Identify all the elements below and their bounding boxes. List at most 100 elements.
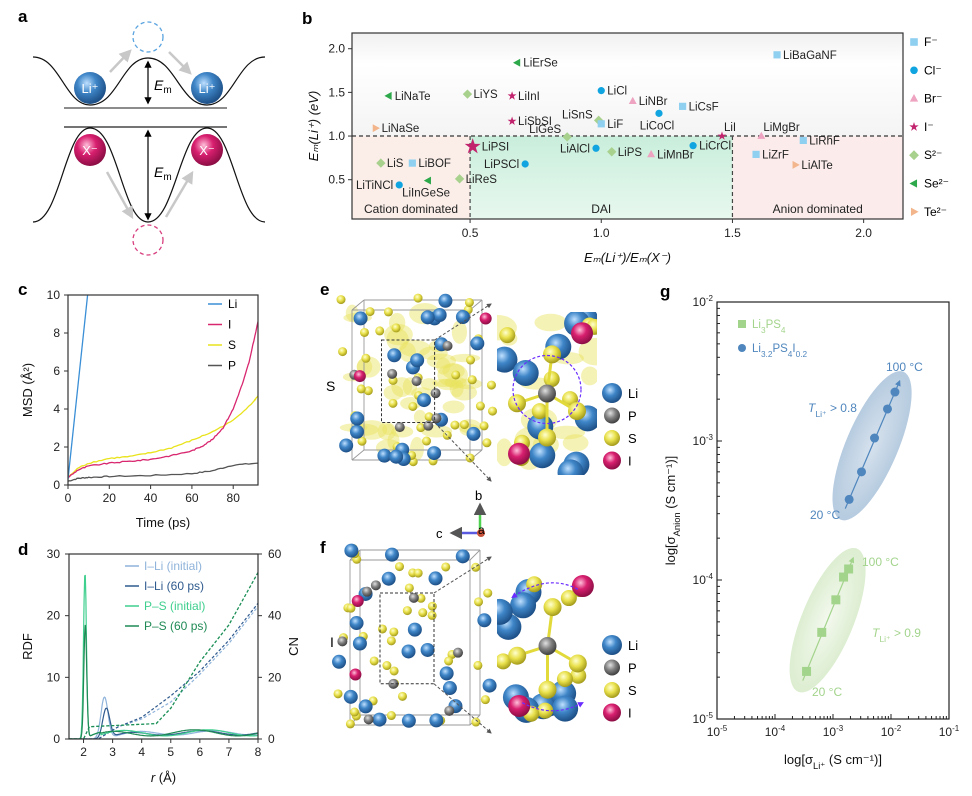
sulfur-atom: [543, 345, 561, 364]
crystal-axes-triad: b c a: [436, 488, 487, 541]
y-tick-label: 2.0: [328, 42, 345, 56]
sulfur-atom: [427, 610, 437, 620]
y-tick-label: 1.0: [328, 129, 345, 143]
phosphorus-atom: [370, 580, 381, 591]
point-label: LiBOF: [418, 158, 451, 170]
y-tick-label: 1.5: [328, 85, 345, 99]
data-point-linase: LiNaSe: [372, 123, 420, 135]
hop-arrow-3: [105, 171, 134, 220]
point-label: LiAlTe: [801, 160, 832, 172]
phosphorus-atom: [363, 714, 374, 725]
zoomed-inset: [497, 312, 597, 475]
point-label: LiPS: [618, 147, 643, 159]
sulfur-atom: [361, 353, 371, 363]
legend-atom-i: [603, 703, 621, 722]
data-point-lipscl: LiPSCl: [484, 159, 529, 171]
lithium-atom: [428, 571, 443, 586]
data-point-licrcl: LiCrCl: [689, 141, 731, 153]
lithium-atom: [552, 695, 579, 722]
y-tick-label: 0: [53, 478, 60, 492]
point-label: LiCsF: [689, 101, 719, 113]
sulfur-atom: [538, 428, 556, 447]
isosurface-cloud: [382, 423, 395, 435]
marker-star: [464, 138, 481, 154]
point-label: LiPSI: [482, 142, 510, 154]
x-tick-label: 10-3: [823, 724, 844, 739]
annotation-transference: TLi⁺ > 0.8: [808, 401, 857, 419]
sulfur-atom: [388, 398, 398, 408]
data-point-litincl: LiTiNCl: [356, 180, 403, 192]
legend-atom-p: [604, 407, 620, 424]
legend-label: P–S (initial): [144, 599, 205, 613]
sulfur-atom: [441, 562, 451, 572]
axis-a-dot: [477, 529, 485, 537]
sulfur-atom: [394, 562, 404, 572]
marker-circle: [655, 109, 663, 117]
region-1: [470, 136, 733, 219]
legend-atom-s: [604, 430, 620, 446]
y-axis-label: Eₘ(Li⁺) (eV): [306, 91, 321, 162]
lithium-atom: [466, 426, 481, 441]
side-label: S: [326, 378, 335, 394]
rotation-path: [512, 354, 582, 425]
lithium-atom: [497, 598, 513, 625]
legend-label-s: S²⁻: [924, 148, 942, 162]
point-label: LiMnBr: [657, 149, 694, 161]
sulfur-atom: [538, 680, 557, 699]
legend-atom-li: [602, 383, 622, 403]
li-vacancy-site: [132, 21, 164, 53]
point-label: LiI: [724, 122, 736, 134]
x-tick-label: 20: [103, 491, 117, 505]
sulfur-atom: [357, 436, 367, 446]
sulfur-atom: [413, 293, 423, 303]
data-point-lii: LiI: [717, 122, 736, 140]
y2-tick-label: 40: [268, 609, 282, 623]
hop-arrow-4: [164, 170, 194, 218]
x-ion-right: [191, 134, 223, 166]
panel-label-b: b: [302, 9, 312, 28]
upper-region: [352, 33, 903, 137]
hop-path: [511, 582, 579, 599]
sulfur-atom: [349, 707, 359, 717]
annotation-transference: TLi⁺ > 0.9: [872, 626, 921, 644]
axis-b-label: b: [475, 488, 482, 503]
phosphorus-atom: [453, 647, 464, 658]
lithium-atom: [350, 411, 365, 426]
lithium-atom: [512, 359, 539, 386]
lithium-atom: [344, 543, 359, 558]
y-tick-label: 10-2: [693, 294, 714, 309]
sulfur-atom: [345, 719, 355, 729]
legend-label-p: P: [628, 661, 637, 676]
structure-e: S LiPSI: [326, 293, 638, 482]
marker-circle: [395, 181, 403, 189]
plot-frame: [351, 32, 904, 220]
cation-energy-curve: [32, 56, 266, 106]
cn-line: [69, 602, 258, 739]
legend-marker-f: [910, 38, 918, 46]
sulfur-atom: [474, 597, 484, 607]
legend-label-s: S: [628, 431, 637, 446]
sulfur-atom: [382, 661, 392, 671]
phosphorus-atom: [423, 420, 434, 431]
legend-marker-square: [738, 320, 746, 328]
isosurface-cloud: [436, 378, 460, 391]
marker-square: [408, 159, 416, 167]
marker-triangle-left: [384, 91, 392, 100]
point-label: LiNaSe: [382, 123, 420, 135]
marker-square: [752, 150, 760, 158]
sulfur-atom: [397, 691, 407, 701]
legend-label-br: Br⁻: [924, 92, 942, 106]
sulfur-atom: [471, 562, 481, 572]
x-ion-left: [74, 134, 106, 166]
y2-tick-label: 20: [268, 670, 282, 684]
phosphorus-atom: [362, 586, 373, 597]
data-point-liges: LiGeS: [529, 124, 572, 142]
lithium-atom: [429, 713, 444, 728]
li-ion-label: Li⁺: [199, 81, 216, 96]
isosurface-cloud: [383, 384, 404, 401]
lithium-atom: [343, 689, 358, 704]
legend-label-s: S: [628, 683, 637, 698]
lithium-atom: [529, 442, 556, 469]
sulfur-atom: [422, 436, 432, 446]
